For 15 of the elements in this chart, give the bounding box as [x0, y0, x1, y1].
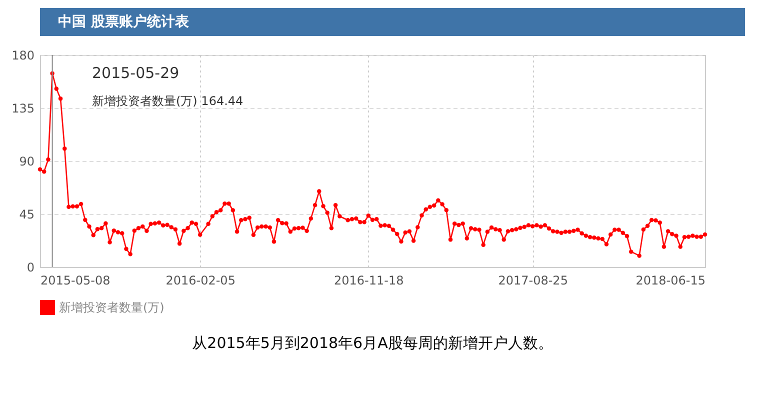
legend-label: 新增投资者数量(万): [59, 300, 164, 314]
annotation: 新增投资者数量(万) 164.44: [92, 94, 244, 108]
text: 从2015年5月到2018年6月A股每周的新增开户人数。: [192, 334, 553, 352]
annotation: 2015-05-29: [92, 64, 180, 82]
x-tick-label: 2018-06-15: [636, 274, 706, 288]
chart-title: 中国 股票账户统计表: [58, 13, 190, 30]
y-tick-label: 45: [19, 208, 34, 222]
x-tick-label: 2017-08-25: [498, 274, 568, 288]
y-tick-label: 90: [19, 154, 34, 168]
x-tick-label: 2016-11-18: [334, 274, 404, 288]
y-tick-label: 180: [12, 48, 34, 62]
y-tick-label: 0: [26, 260, 34, 274]
x-tick-label: 2016-02-05: [166, 274, 236, 288]
x-tick-label: 2015-05-08: [40, 274, 110, 288]
y-tick-label: 135: [12, 102, 34, 116]
